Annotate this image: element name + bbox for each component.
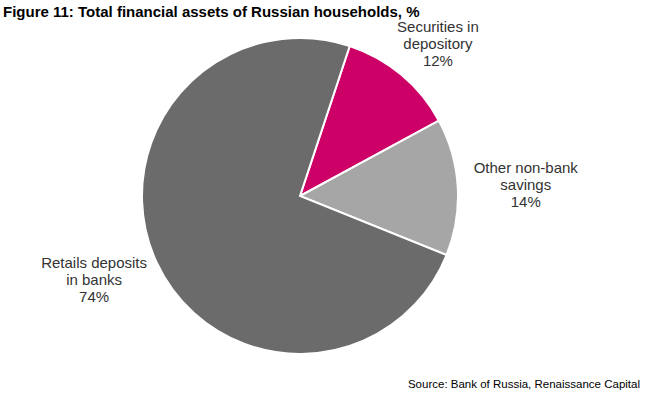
plot-area — [142, 38, 458, 354]
chart-svg: Figure 11: Total financial assets of Rus… — [0, 0, 650, 397]
category-label-line: Securities in — [397, 18, 479, 35]
chart-title: Figure 11: Total financial assets of Rus… — [3, 3, 419, 20]
slice-label: Retails depositsin banks74% — [41, 254, 147, 305]
category-label: Other non-banksavings — [474, 159, 579, 193]
chart-container: Figure 11: Total financial assets of Rus… — [0, 0, 650, 397]
value-label: 12% — [423, 52, 453, 69]
category-label-line: savings — [500, 176, 551, 193]
labels: Securities indepository12% Other non-bank… — [41, 18, 578, 306]
slice-label: Securities indepository12% — [397, 18, 479, 69]
pie-slice — [142, 38, 447, 354]
chart-source: Source: Bank of Russia, Renaissance Capi… — [408, 378, 640, 390]
slices — [142, 38, 458, 354]
slice-label: Other non-banksavings14% — [474, 159, 579, 210]
category-label-line: Other non-bank — [474, 159, 579, 176]
value-label: 14% — [511, 193, 541, 210]
category-label: Retails depositsin banks — [41, 254, 147, 288]
category-label: Securities indepository — [397, 18, 479, 52]
category-label-line: depository — [403, 35, 473, 52]
category-label-line: in banks — [66, 271, 122, 288]
value-label: 74% — [79, 288, 109, 305]
category-label-line: Retails deposits — [41, 254, 147, 271]
